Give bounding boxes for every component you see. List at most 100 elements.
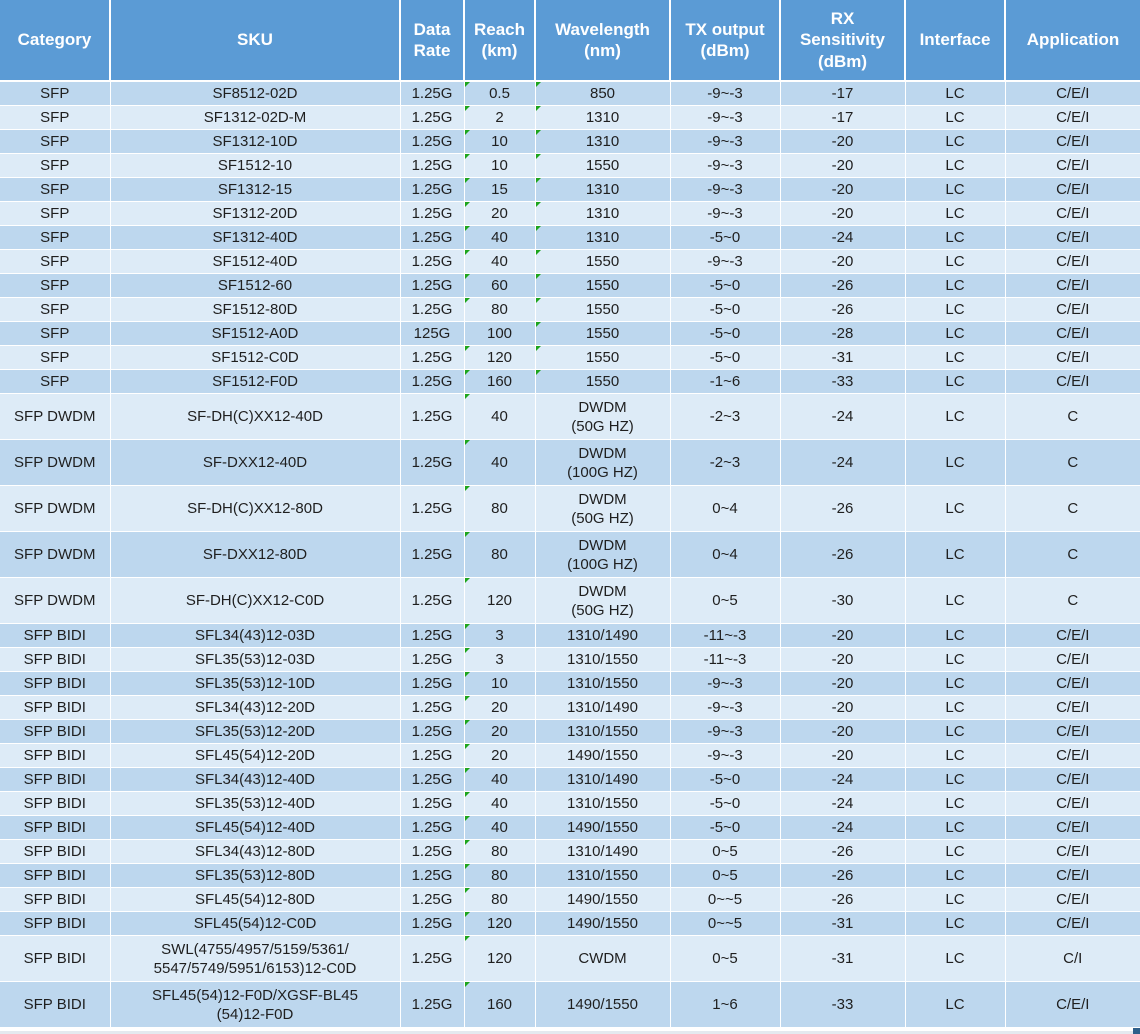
cell-rx-sensitivity[interactable]: -26 — [779, 273, 906, 298]
cell-sku[interactable]: SF1312-20D — [109, 201, 401, 226]
cell-tx-output[interactable]: -9~-3 — [669, 105, 781, 130]
cell-reach[interactable]: 10 — [463, 671, 536, 696]
cell-interface[interactable]: LC — [904, 273, 1006, 298]
cell-reach[interactable]: 20 — [463, 201, 536, 226]
cell-tx-output[interactable]: -5~0 — [669, 225, 781, 250]
cell-interface[interactable]: LC — [904, 321, 1006, 346]
cell-application[interactable]: C/E/I — [1004, 767, 1140, 792]
cell-application[interactable]: C — [1004, 393, 1140, 440]
cell-category[interactable]: SFP — [0, 105, 111, 130]
cell-wavelength[interactable]: 1310/1490 — [534, 839, 671, 864]
cell-application[interactable]: C/E/I — [1004, 911, 1140, 936]
cell-reach[interactable]: 2 — [463, 105, 536, 130]
cell-reach[interactable]: 40 — [463, 791, 536, 816]
cell-category[interactable]: SFP — [0, 369, 111, 394]
cell-tx-output[interactable]: 0~5 — [669, 577, 781, 624]
cell-application[interactable]: C/E/I — [1004, 201, 1140, 226]
header-interface[interactable]: Interface — [904, 0, 1006, 82]
cell-data-rate[interactable]: 1.25G — [399, 623, 465, 648]
cell-category[interactable]: SFP BIDI — [0, 647, 111, 672]
cell-category[interactable]: SFP BIDI — [0, 671, 111, 696]
cell-data-rate[interactable]: 1.25G — [399, 439, 465, 486]
cell-interface[interactable]: LC — [904, 80, 1006, 106]
cell-application[interactable]: C/E/I — [1004, 225, 1140, 250]
cell-wavelength[interactable]: 1550 — [534, 153, 671, 178]
cell-rx-sensitivity[interactable]: -26 — [779, 863, 906, 888]
cell-rx-sensitivity[interactable]: -26 — [779, 839, 906, 864]
cell-sku[interactable]: SF1312-40D — [109, 225, 401, 250]
cell-reach[interactable]: 80 — [463, 839, 536, 864]
cell-sku[interactable]: SF1312-02D-M — [109, 105, 401, 130]
cell-wavelength[interactable]: 1550 — [534, 273, 671, 298]
cell-category[interactable]: SFP BIDI — [0, 695, 111, 720]
cell-category[interactable]: SFP — [0, 201, 111, 226]
cell-wavelength[interactable]: 1550 — [534, 369, 671, 394]
cell-wavelength[interactable]: 1310/1550 — [534, 647, 671, 672]
cell-interface[interactable]: LC — [904, 249, 1006, 274]
cell-sku[interactable]: SFL34(43)12-03D — [109, 623, 401, 648]
cell-data-rate[interactable]: 1.25G — [399, 647, 465, 672]
cell-category[interactable]: SFP BIDI — [0, 767, 111, 792]
cell-data-rate[interactable]: 1.25G — [399, 80, 465, 106]
cell-sku[interactable]: SFL45(54)12-20D — [109, 743, 401, 768]
cell-data-rate[interactable]: 1.25G — [399, 225, 465, 250]
cell-category[interactable]: SFP — [0, 249, 111, 274]
cell-rx-sensitivity[interactable]: -24 — [779, 225, 906, 250]
cell-application[interactable]: C/E/I — [1004, 623, 1140, 648]
cell-interface[interactable]: LC — [904, 369, 1006, 394]
cell-tx-output[interactable]: -1~6 — [669, 369, 781, 394]
cell-rx-sensitivity[interactable]: -20 — [779, 695, 906, 720]
cell-application[interactable]: C/E/I — [1004, 273, 1140, 298]
cell-data-rate[interactable]: 1.25G — [399, 981, 465, 1028]
cell-reach[interactable]: 10 — [463, 129, 536, 154]
cell-tx-output[interactable]: -9~-3 — [669, 129, 781, 154]
cell-wavelength[interactable]: 1310/1490 — [534, 623, 671, 648]
cell-interface[interactable]: LC — [904, 105, 1006, 130]
cell-reach[interactable]: 80 — [463, 531, 536, 578]
header-category[interactable]: Category — [0, 0, 111, 82]
cell-category[interactable]: SFP DWDM — [0, 531, 111, 578]
cell-wavelength[interactable]: 1310/1550 — [534, 791, 671, 816]
cell-rx-sensitivity[interactable]: -28 — [779, 321, 906, 346]
cell-data-rate[interactable]: 1.25G — [399, 345, 465, 370]
cell-wavelength[interactable]: 1310/1550 — [534, 719, 671, 744]
cell-tx-output[interactable]: 0~5 — [669, 935, 781, 982]
cell-interface[interactable]: LC — [904, 623, 1006, 648]
cell-wavelength[interactable]: 1310 — [534, 129, 671, 154]
cell-sku[interactable]: SF1512-10 — [109, 153, 401, 178]
cell-reach[interactable]: 40 — [463, 225, 536, 250]
cell-sku[interactable]: SF1512-80D — [109, 297, 401, 322]
cell-interface[interactable]: LC — [904, 647, 1006, 672]
cell-category[interactable]: SFP DWDM — [0, 439, 111, 486]
cell-interface[interactable]: LC — [904, 177, 1006, 202]
cell-sku[interactable]: SFL35(53)12-03D — [109, 647, 401, 672]
cell-sku[interactable]: SFL45(54)12-80D — [109, 887, 401, 912]
cell-tx-output[interactable]: -5~0 — [669, 345, 781, 370]
cell-application[interactable]: C — [1004, 485, 1140, 532]
header-rx-sensitivity[interactable]: RX Sensitivity (dBm) — [779, 0, 906, 82]
cell-data-rate[interactable]: 1.25G — [399, 177, 465, 202]
cell-reach[interactable]: 3 — [463, 623, 536, 648]
cell-interface[interactable]: LC — [904, 911, 1006, 936]
cell-wavelength[interactable]: 1550 — [534, 297, 671, 322]
cell-sku[interactable]: SFL45(54)12-40D — [109, 815, 401, 840]
cell-interface[interactable]: LC — [904, 153, 1006, 178]
cell-sku[interactable]: SFL45(54)12-C0D — [109, 911, 401, 936]
cell-data-rate[interactable]: 1.25G — [399, 719, 465, 744]
cell-wavelength[interactable]: 1490/1550 — [534, 911, 671, 936]
cell-sku[interactable]: SFL35(53)12-20D — [109, 719, 401, 744]
cell-data-rate[interactable]: 1.25G — [399, 485, 465, 532]
cell-interface[interactable]: LC — [904, 863, 1006, 888]
cell-data-rate[interactable]: 1.25G — [399, 743, 465, 768]
cell-wavelength[interactable]: DWDM (100G HZ) — [534, 439, 671, 486]
cell-application[interactable]: C/E/I — [1004, 345, 1140, 370]
cell-rx-sensitivity[interactable]: -20 — [779, 719, 906, 744]
cell-rx-sensitivity[interactable]: -31 — [779, 911, 906, 936]
cell-reach[interactable]: 40 — [463, 249, 536, 274]
cell-reach[interactable]: 120 — [463, 935, 536, 982]
cell-wavelength[interactable]: 850 — [534, 80, 671, 106]
cell-rx-sensitivity[interactable]: -26 — [779, 297, 906, 322]
cell-data-rate[interactable]: 1.25G — [399, 911, 465, 936]
cell-sku[interactable]: SF1512-C0D — [109, 345, 401, 370]
cell-rx-sensitivity[interactable]: -24 — [779, 393, 906, 440]
